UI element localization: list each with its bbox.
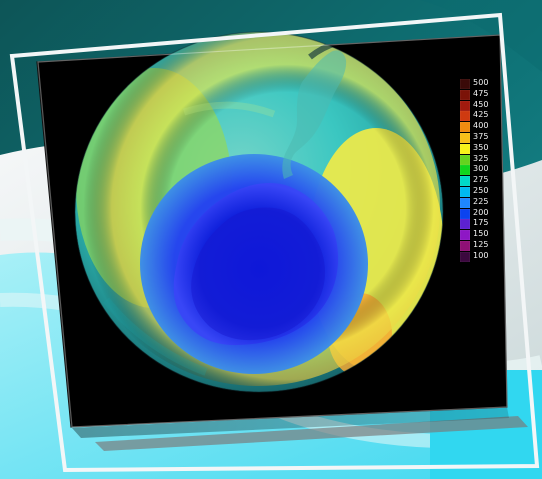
legend-swatch-175	[460, 219, 470, 230]
legend-label-500: 500	[473, 78, 489, 87]
legend-label-475: 475	[473, 88, 489, 98]
legend-label-400: 400	[473, 121, 489, 131]
legend-swatch-300	[460, 165, 470, 176]
legend-swatch-200	[460, 208, 470, 219]
legend-label-225: 225	[473, 196, 489, 206]
legend-label-200: 200	[473, 207, 489, 217]
legend-swatch-375	[460, 133, 470, 143]
legend-label-125: 125	[473, 240, 489, 249]
legend-swatch-350	[460, 143, 470, 154]
legend-label-450: 450	[473, 99, 489, 109]
legend-label-150: 150	[473, 229, 489, 239]
legend-swatch-400	[460, 122, 470, 133]
legend-swatch-150	[460, 230, 470, 241]
legend-swatch-225	[460, 197, 470, 208]
legend-swatch-125	[460, 241, 470, 251]
legend-label-100: 100	[473, 250, 489, 260]
legend-swatch-475	[460, 89, 470, 100]
legend-label-425: 425	[473, 110, 489, 120]
legend-label-300: 300	[473, 164, 489, 174]
legend-label-325: 325	[473, 153, 489, 163]
legend-label-275: 275	[473, 175, 489, 185]
legend-swatch-100	[460, 251, 470, 262]
legend-swatch-500	[460, 79, 470, 89]
legend-label-375: 375	[473, 132, 489, 141]
legend-label-250: 250	[473, 186, 489, 195]
legend-swatch-325	[460, 154, 470, 165]
legend-swatch-425	[460, 111, 470, 122]
legend-swatch-450	[460, 100, 470, 111]
legend-swatch-250	[460, 187, 470, 197]
legend-swatch-275	[460, 176, 470, 187]
legend-label-175: 175	[473, 218, 489, 228]
legend-label-350: 350	[473, 142, 489, 152]
